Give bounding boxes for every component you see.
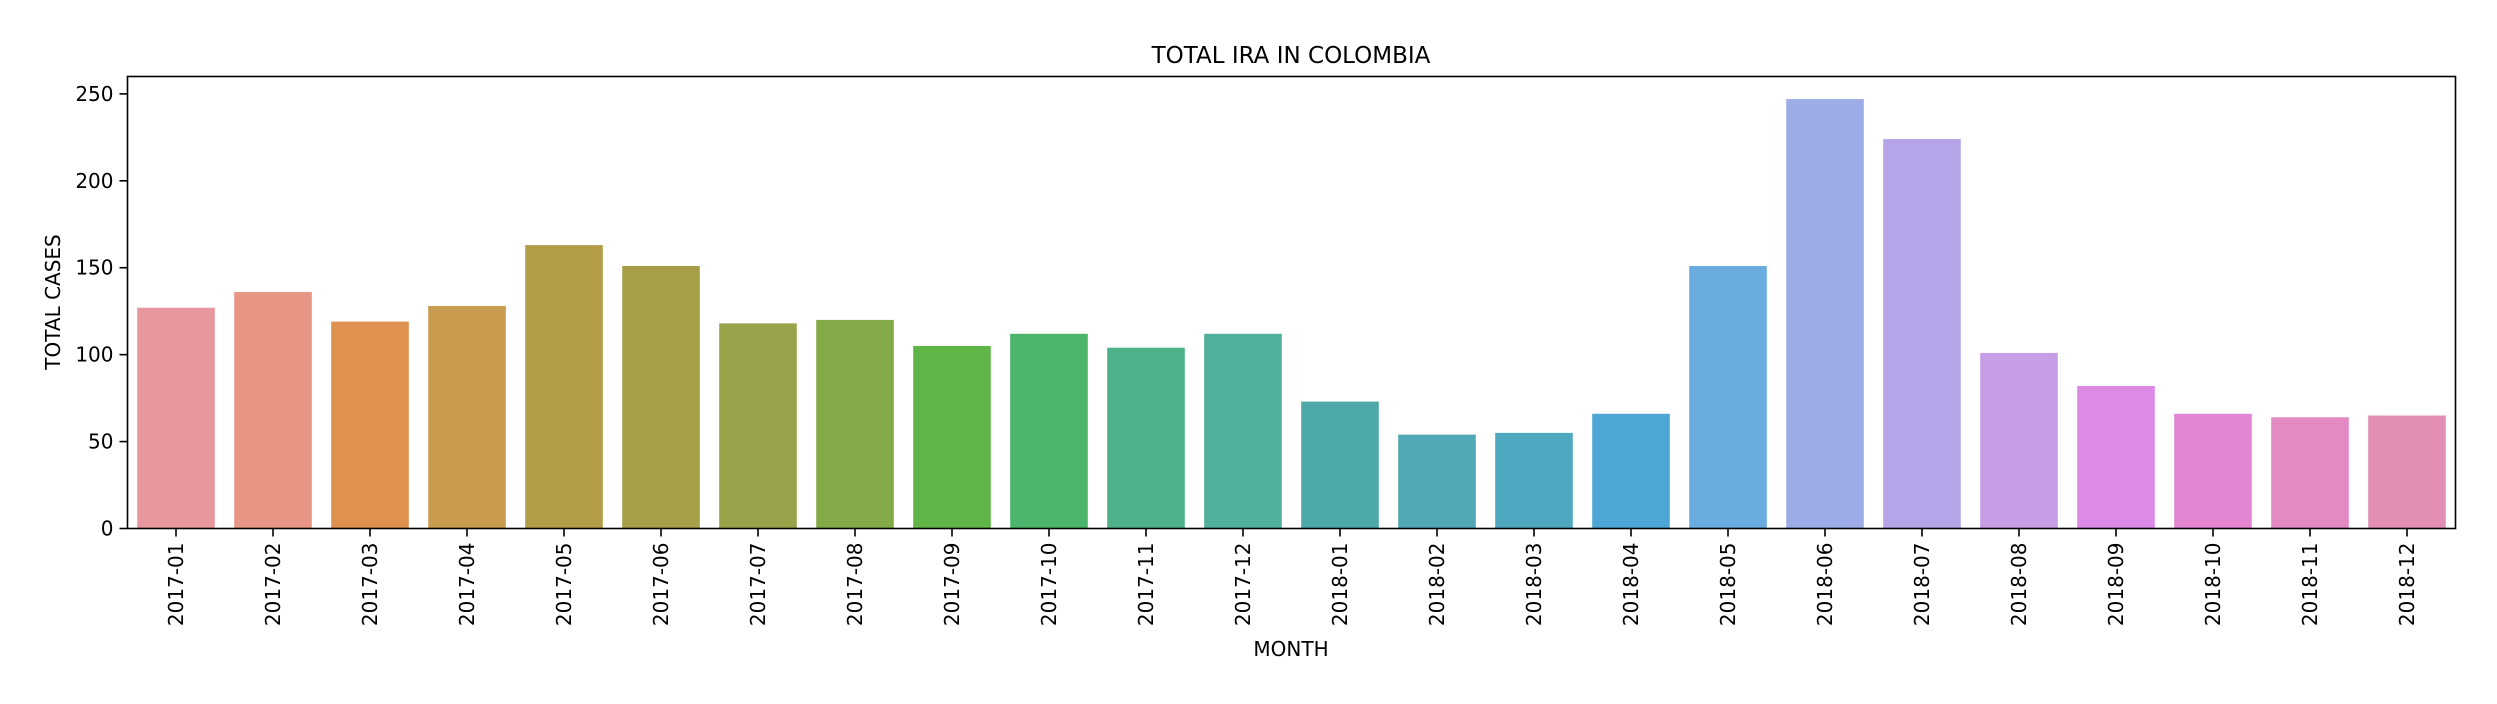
bar-2017-08 <box>816 319 894 529</box>
x-tick-label: 2017-12 <box>1231 543 1255 627</box>
x-tick-label: 2017-10 <box>1037 543 1061 627</box>
y-axis: 0 50 100 150 200 250 <box>75 82 128 541</box>
bar-2018-03 <box>1495 432 1573 529</box>
x-tick-label: 2017-08 <box>843 543 867 627</box>
x-tick-label: 2017-11 <box>1134 543 1158 627</box>
x-tick-label: 2017-07 <box>746 543 770 627</box>
chart-title: TOTAL IRA IN COLOMBIA <box>1151 43 1431 69</box>
x-tick-label: 2017-05 <box>552 543 576 627</box>
y-tick-label: 150 <box>75 256 113 280</box>
bar-2017-10 <box>1010 333 1088 529</box>
bar-2017-05 <box>525 245 603 529</box>
y-axis-label: TOTAL CASES <box>41 234 65 370</box>
x-tick-label: 2018-07 <box>1910 543 1934 627</box>
x-tick-label: 2018-03 <box>1522 543 1546 627</box>
plot-frame <box>126 75 2457 530</box>
x-tick-label: 2017-03 <box>358 543 382 627</box>
x-tick-label: 2017-01 <box>164 543 188 627</box>
bar-2018-12 <box>2368 415 2446 529</box>
bar-2017-11 <box>1107 347 1185 529</box>
bars-group <box>137 99 2446 529</box>
bar-2017-01 <box>137 307 215 529</box>
bar-2018-08 <box>1980 352 2058 529</box>
x-tick-label: 2018-06 <box>1813 543 1837 627</box>
x-tick-label: 2017-06 <box>649 543 673 627</box>
x-tick-label: 2018-01 <box>1328 543 1352 627</box>
bar-2018-05 <box>1689 265 1767 529</box>
bar-2018-01 <box>1301 401 1379 529</box>
bar-2017-02 <box>234 292 312 529</box>
bar-2018-02 <box>1398 434 1476 529</box>
y-tick-label: 0 <box>101 517 114 541</box>
bar-2017-09 <box>913 345 991 529</box>
x-tick-label: 2018-11 <box>2298 543 2322 627</box>
bar-2018-07 <box>1883 139 1961 529</box>
y-tick-label: 200 <box>75 169 113 193</box>
x-tick-label: 2017-09 <box>940 543 964 627</box>
x-tick-label: 2017-04 <box>455 543 479 627</box>
bar-2017-04 <box>428 305 506 529</box>
bar-2017-06 <box>622 265 700 529</box>
bar-2018-11 <box>2271 417 2349 529</box>
bar-2017-03 <box>331 321 409 529</box>
x-tick-label: 2018-08 <box>2007 543 2031 627</box>
bar-2018-10 <box>2174 413 2252 529</box>
y-tick-label: 100 <box>75 343 113 367</box>
y-tick-label: 50 <box>88 430 113 454</box>
bar-2018-09 <box>2077 385 2155 529</box>
bar-2017-07 <box>719 323 797 529</box>
bar-2017-12 <box>1204 333 1282 529</box>
x-tick-label: 2018-05 <box>1716 543 1740 627</box>
x-tick-label: 2017-02 <box>261 543 285 627</box>
x-tick-label: 2018-10 <box>2201 543 2225 627</box>
bar-2018-04 <box>1592 413 1670 529</box>
x-axis: 2017-01 2017-02 2017-03 2017-04 2017-05 2017-… <box>164 528 2419 627</box>
x-tick-label: 2018-12 <box>2395 543 2419 627</box>
x-axis-label: MONTH <box>1253 637 1328 661</box>
x-tick-label: 2018-09 <box>2104 543 2128 627</box>
bar-2018-06 <box>1786 99 1864 529</box>
x-tick-label: 2018-04 <box>1619 543 1643 627</box>
y-tick-label: 250 <box>75 82 113 106</box>
x-tick-label: 2018-02 <box>1425 543 1449 627</box>
